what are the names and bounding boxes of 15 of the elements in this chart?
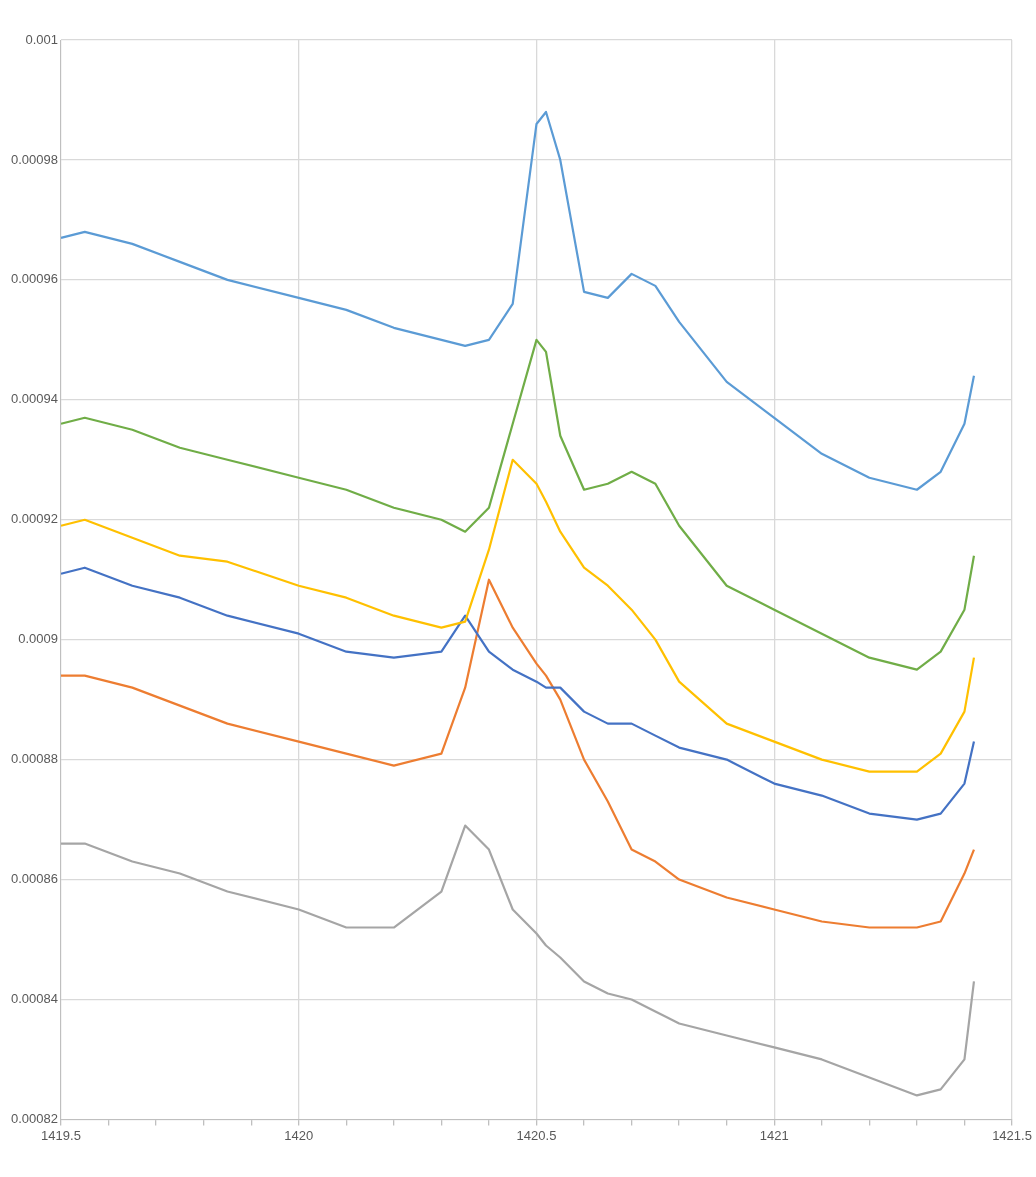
y-tick-label: 0.001 [25,31,58,47]
y-tick-label: 0.0009 [18,631,58,647]
x-tick-label: 1419.5 [41,1127,81,1143]
x-tick-label: 1421.5 [992,1127,1032,1143]
x-tick-label: 1421 [759,1127,789,1143]
y-tick-label: 0.00098 [10,151,58,167]
y-tick-label: 0.00086 [10,871,58,887]
x-tick-label: 1420.5 [516,1127,557,1143]
y-tick-label: 0.00092 [10,511,58,527]
y-tick-label: 0.00082 [10,1110,58,1126]
y-tick-label: 0.00096 [10,271,58,287]
y-tick-label: 0.00094 [10,391,58,407]
x-tick-label: 1420 [284,1127,314,1143]
y-tick-label: 0.00084 [10,991,58,1007]
y-tick-label: 0.00088 [10,751,58,767]
